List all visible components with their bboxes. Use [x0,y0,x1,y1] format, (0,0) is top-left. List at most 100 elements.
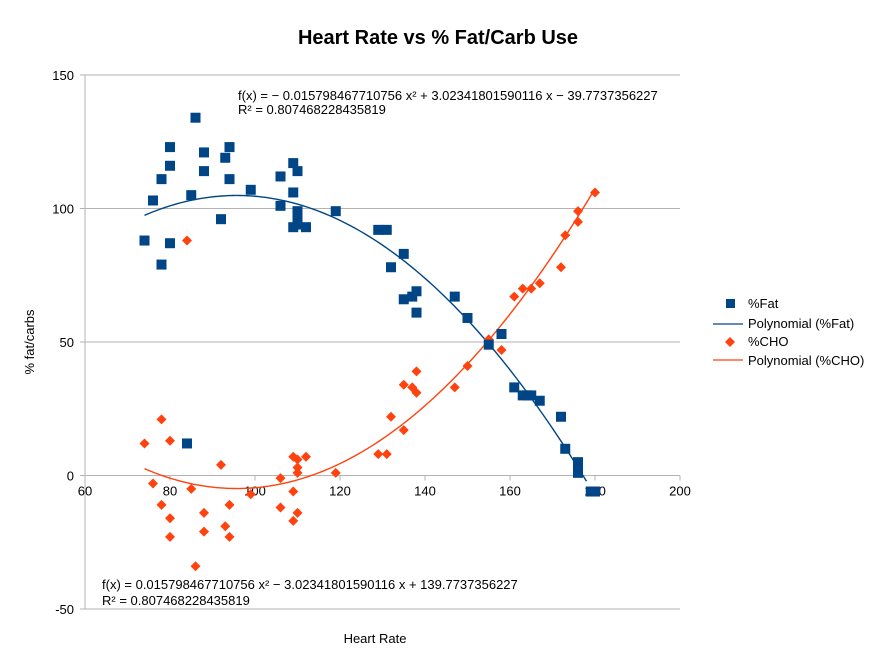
fat-point [156,259,167,270]
cho-point [156,499,167,510]
cho-point [373,449,384,460]
cho-point [245,489,256,500]
fat-point [156,174,167,185]
fat-point [186,190,197,201]
cho-point [398,379,409,390]
x-axis-label: Heart Rate [344,631,407,646]
y-tick-label: 100 [52,202,74,217]
x-tick-label: 140 [414,484,436,499]
cho-point [560,230,571,241]
cho-point [224,499,235,510]
cho-point [517,283,528,294]
cho-point [398,425,409,436]
cho-point [301,451,311,462]
cho-point [288,515,299,526]
cho-point [573,206,583,217]
fat-point [373,224,384,235]
cho-point [330,467,341,478]
cho-point [224,531,235,542]
legend-fat-label: %Fat [748,296,779,311]
fat-point [139,235,150,246]
x-tick-label: 80 [163,484,177,499]
cho-point [186,483,197,494]
fat-point [411,286,422,297]
y-tick-label: 150 [52,68,74,83]
cho-point [292,507,303,518]
fat-point [165,238,175,249]
legend: %Fat Polynomial (%Fat) %CHO Polynomial (… [713,296,864,368]
fat-point [199,147,209,158]
cho-point [292,454,303,465]
cho-point [220,521,231,532]
fat-point [483,339,494,350]
fat-point [292,206,303,217]
cho-point [381,449,392,460]
cho-point [199,507,209,518]
fat-point [496,328,507,339]
cho-point [292,462,303,473]
fat-point [165,142,175,153]
fat-point [275,200,286,211]
fat-point [245,184,256,195]
cho-point [182,235,192,246]
fat-point [509,382,520,393]
cho-point [590,187,600,198]
cho-point [573,216,583,227]
cho-point [139,438,150,449]
cho-point [148,478,158,489]
fat-point [292,219,303,230]
cho-point [462,361,473,372]
cho-trendline [144,188,596,490]
cho-point [165,513,175,524]
fat-point [573,467,583,478]
cho-point [292,467,303,478]
y-tick-label: 0 [67,469,74,484]
legend-fat-fit-label: Polynomial (%Fat) [748,316,854,331]
y-tick-label: 50 [60,335,74,350]
cho-point [411,387,422,398]
legend-cho-marker [725,337,735,347]
cho-point [275,473,286,484]
cho-point [386,411,396,422]
cho-point [288,486,299,497]
cho-point [449,382,460,393]
fat-point [301,222,311,233]
fat-point [199,166,209,177]
trendlines [144,188,596,490]
fat-point [556,411,566,422]
cho-point [156,414,167,425]
legend-fat-marker [726,299,735,308]
cho-point [190,561,201,572]
fat-point [224,174,235,185]
fat-point [190,112,201,123]
fat-point [148,195,158,206]
fat-point [182,438,192,449]
cho-point [411,366,422,377]
cho-point [509,291,520,302]
x-tick-label: 200 [669,484,691,499]
fat-point [462,312,473,323]
fat-point [398,294,409,305]
fat-r2: R² = 0.807468228435819 [238,102,386,117]
x-tick-label: 60 [78,484,92,499]
fat-point [292,211,303,222]
fat-point [573,462,583,473]
fat-point [330,206,341,217]
fat-point [381,224,392,235]
fat-point [590,486,600,497]
fat-point [275,171,286,182]
cho-point [534,278,545,289]
cho-point [275,502,286,513]
fat-point [411,307,422,318]
fat-equation: f(x) = − 0.015798467710756 x² + 3.023418… [238,88,658,103]
cho-point [496,345,507,356]
fat-point [560,443,571,454]
cho-point [199,526,209,537]
cho-r2: R² = 0.807468228435819 [102,593,250,608]
legend-cho-label: %CHO [748,334,788,349]
gridlines [85,74,680,610]
cho-point [556,262,566,273]
fat-point [398,248,409,259]
fat-point [407,291,418,302]
